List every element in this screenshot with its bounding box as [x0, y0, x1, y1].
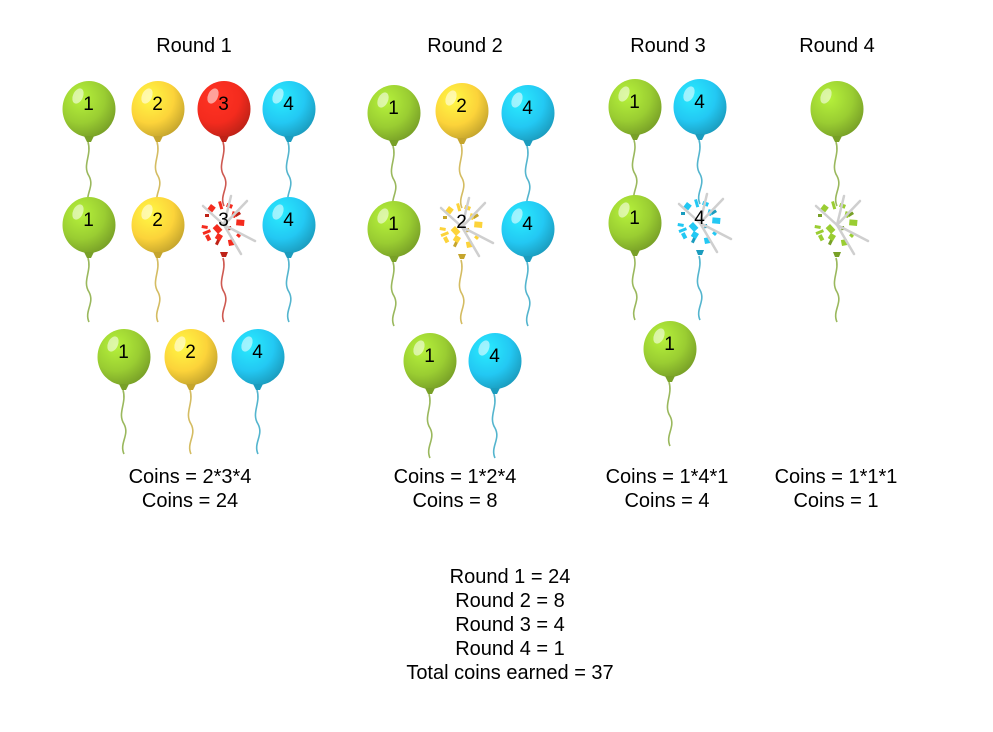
balloon-4: 4 — [231, 328, 291, 455]
summary-round-1: Round 1 = 24 — [449, 566, 571, 588]
balloon-number: 2 — [152, 94, 163, 115]
round-1-formula: Coins = 2*3*4 — [128, 466, 252, 488]
balloon-2: 2 — [131, 80, 191, 207]
round-2-result: Coins = 8 — [412, 490, 498, 512]
summary-block: Round 1 = 24 Round 2 = 8 Round 3 = 4 Rou… — [380, 565, 640, 685]
balloon-number: 4 — [283, 210, 294, 231]
balloon-4: 4 — [468, 332, 528, 459]
balloon-1: 1 — [62, 80, 122, 207]
popped-balloon-4: 4 — [673, 192, 733, 321]
balloon-number: 1 — [83, 210, 94, 231]
balloon-number: 1 — [629, 208, 640, 229]
balloon-number: 1 — [83, 94, 94, 115]
balloon-4: 4 — [673, 78, 733, 205]
balloon-1: 1 — [97, 328, 157, 455]
balloon-number: 1 — [664, 334, 675, 355]
balloon-number: 4 — [694, 208, 705, 229]
balloon-number: 2 — [152, 210, 163, 231]
balloon-number: 1 — [629, 92, 640, 113]
balloon-2: 2 — [435, 82, 495, 209]
balloon-2: 2 — [131, 196, 191, 323]
popped-balloon-2: 2 — [435, 196, 495, 325]
round-3-formula: Coins = 1*4*1 — [605, 466, 729, 488]
balloon-number: 1 — [388, 98, 399, 119]
balloon-number: 4 — [522, 214, 533, 235]
summary-round-2: Round 2 = 8 — [455, 590, 565, 612]
balloon-number: 2 — [456, 96, 467, 117]
balloon-1: 1 — [367, 84, 427, 211]
balloon-2: 2 — [164, 328, 224, 455]
balloon-number: 1 — [388, 214, 399, 235]
balloon-number: 1 — [424, 346, 435, 367]
summary-round-4: Round 4 = 1 — [455, 638, 565, 660]
round-1-title: Round 1 — [156, 35, 232, 57]
round-4-formula: Coins = 1*1*1 — [774, 466, 898, 488]
round-4-title: Round 4 — [799, 35, 875, 57]
round-3-title: Round 3 — [630, 35, 706, 57]
balloon-1: 1 — [643, 320, 703, 447]
balloon-3: 3 — [197, 80, 257, 207]
balloon-number: 4 — [694, 92, 705, 113]
balloon-number: 4 — [283, 94, 294, 115]
balloon-4: 4 — [501, 84, 561, 211]
round-4-result: Coins = 1 — [793, 490, 879, 512]
balloon-1: 1 — [608, 194, 668, 321]
balloon-number: 4 — [252, 342, 263, 363]
balloon-1: 1 — [403, 332, 463, 459]
balloon-number: 4 — [522, 98, 533, 119]
balloon-number: 1 — [118, 342, 129, 363]
round-2-title: Round 2 — [427, 35, 503, 57]
balloon-4: 4 — [262, 80, 322, 207]
balloon-4: 4 — [262, 196, 322, 323]
balloon-number: 2 — [185, 342, 196, 363]
balloon-1: 1 — [62, 196, 122, 323]
balloon-number: 4 — [489, 346, 500, 367]
popped-balloon-1 — [810, 194, 870, 323]
balloon-1 — [810, 80, 870, 207]
summary-round-3: Round 3 = 4 — [455, 614, 565, 636]
round-3-result: Coins = 4 — [624, 490, 710, 512]
balloon-number: 2 — [456, 212, 467, 233]
balloon-number: 3 — [218, 94, 229, 115]
balloon-1: 1 — [608, 78, 668, 205]
round-2-formula: Coins = 1*2*4 — [393, 466, 517, 488]
balloon-number: 3 — [218, 210, 229, 231]
summary-total: Total coins earned = 37 — [406, 662, 614, 684]
balloon-4: 4 — [501, 200, 561, 327]
round-1-result: Coins = 24 — [141, 490, 239, 512]
popped-balloon-3: 3 — [197, 194, 257, 323]
balloon-1: 1 — [367, 200, 427, 327]
